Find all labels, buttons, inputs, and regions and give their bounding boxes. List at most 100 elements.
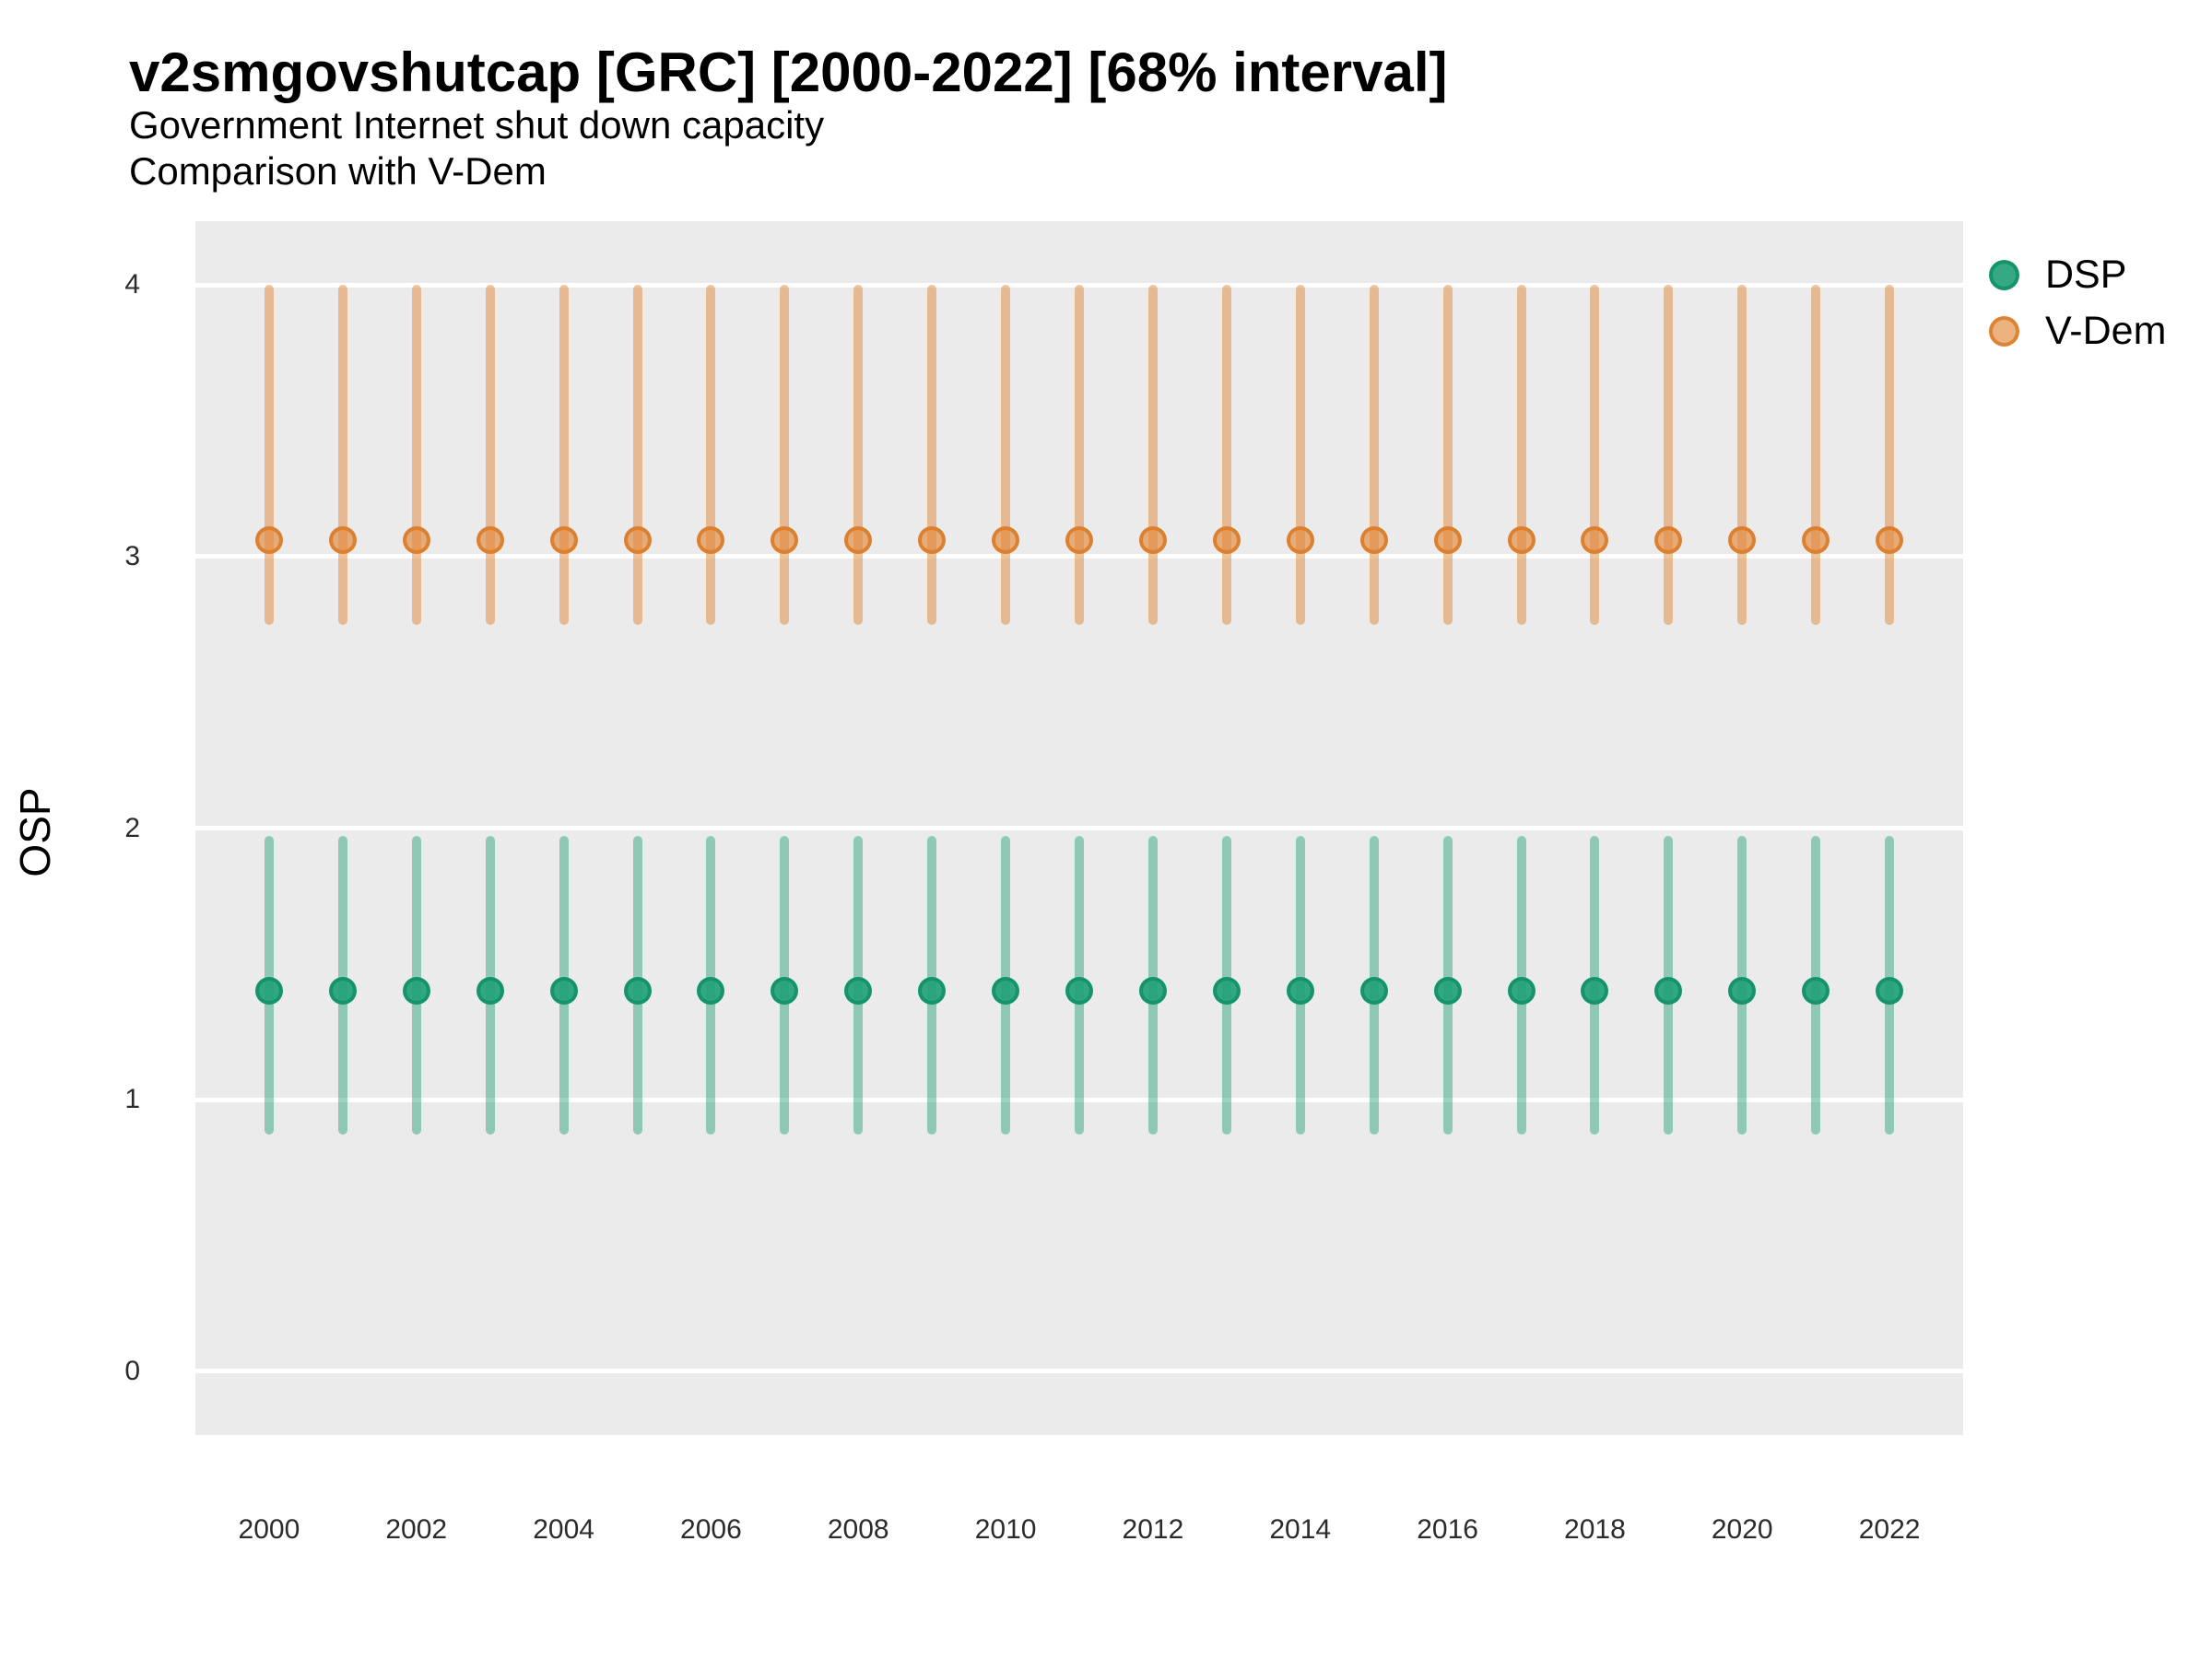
point-v-dem-2020: [1728, 526, 1757, 555]
interval-v-dem-2011: [1075, 285, 1084, 625]
point-dsp-2006: [697, 977, 725, 1006]
point-v-dem-2018: [1581, 526, 1609, 555]
legend-item-dsp: DSP: [1989, 251, 2166, 299]
point-v-dem-2004: [549, 526, 578, 555]
point-dsp-2000: [254, 977, 283, 1006]
point-v-dem-2015: [1359, 526, 1388, 555]
point-dsp-2012: [1138, 977, 1167, 1006]
x-tick-label-2012: 2012: [1122, 1514, 1184, 1545]
x-tick-label-2000: 2000: [238, 1514, 300, 1545]
point-v-dem-2014: [1286, 526, 1314, 555]
point-v-dem-2008: [844, 526, 873, 555]
point-dsp-2022: [1876, 977, 1904, 1006]
point-dsp-2007: [771, 977, 799, 1006]
interval-v-dem-2018: [1590, 285, 1600, 625]
legend-dot-dsp: [1989, 259, 2019, 290]
point-v-dem-2016: [1433, 526, 1462, 555]
point-v-dem-2005: [623, 526, 652, 555]
x-tick-label-2004: 2004: [533, 1514, 594, 1545]
point-dsp-2013: [1212, 977, 1241, 1006]
point-v-dem-2013: [1212, 526, 1241, 555]
interval-v-dem-2009: [927, 285, 937, 625]
y-axis-title: OSP: [11, 787, 59, 877]
interval-v-dem-2005: [632, 285, 642, 625]
point-dsp-2015: [1359, 977, 1388, 1006]
point-dsp-2001: [328, 977, 357, 1006]
y-tick-label-3: 3: [124, 540, 140, 571]
y-tick-label-1: 1: [124, 1084, 140, 1115]
point-dsp-2014: [1286, 977, 1314, 1006]
interval-v-dem-2008: [853, 285, 864, 625]
point-dsp-2009: [918, 977, 947, 1006]
y-tick-label-4: 4: [124, 269, 140, 300]
x-tick-label-2006: 2006: [680, 1514, 742, 1545]
gridline-y-1: [195, 1097, 1963, 1102]
x-tick-label-2022: 2022: [1858, 1514, 1921, 1545]
point-v-dem-2003: [476, 526, 504, 555]
interval-v-dem-2019: [1664, 285, 1674, 625]
point-dsp-2010: [992, 977, 1020, 1006]
point-dsp-2021: [1802, 977, 1830, 1006]
interval-v-dem-2004: [559, 285, 569, 625]
legend-dot-v-dem: [1989, 315, 2019, 347]
point-v-dem-2002: [402, 526, 430, 555]
x-tick-label-2020: 2020: [1711, 1514, 1773, 1545]
x-tick-label-2016: 2016: [1417, 1514, 1478, 1545]
chart-title: v2smgovshutcap [GRC] [2000-2022] [68% in…: [129, 41, 1448, 103]
interval-v-dem-2012: [1147, 285, 1158, 625]
interval-v-dem-2016: [1442, 285, 1453, 625]
interval-v-dem-2015: [1369, 285, 1379, 625]
point-v-dem-2021: [1802, 526, 1830, 555]
interval-v-dem-2022: [1885, 285, 1895, 625]
point-v-dem-2019: [1654, 526, 1683, 555]
interval-v-dem-2001: [337, 285, 347, 625]
point-dsp-2008: [844, 977, 873, 1006]
point-v-dem-2000: [254, 526, 283, 555]
point-dsp-2020: [1728, 977, 1757, 1006]
legend-label: DSP: [2045, 252, 2127, 297]
point-v-dem-2011: [1065, 526, 1093, 555]
chart-subtitle-line1: Government Internet shut down capacity: [129, 103, 825, 147]
x-tick-label-2018: 2018: [1564, 1514, 1626, 1545]
point-dsp-2016: [1433, 977, 1462, 1006]
point-v-dem-2012: [1138, 526, 1167, 555]
y-tick-label-2: 2: [124, 812, 140, 843]
point-dsp-2019: [1654, 977, 1683, 1006]
chart-subtitle-line2: Comparison with V-Dem: [129, 149, 547, 193]
point-v-dem-2006: [697, 526, 725, 555]
point-dsp-2017: [1507, 977, 1535, 1006]
point-v-dem-2007: [771, 526, 799, 555]
interval-v-dem-2003: [485, 285, 495, 625]
interval-v-dem-2014: [1295, 285, 1305, 625]
point-dsp-2011: [1065, 977, 1093, 1006]
x-tick-label-2002: 2002: [385, 1514, 448, 1545]
legend: DSP V-Dem: [1989, 251, 2166, 363]
interval-v-dem-2021: [1811, 285, 1821, 625]
interval-v-dem-2000: [264, 285, 274, 625]
gridline-y-0: [195, 1369, 1963, 1374]
interval-v-dem-2006: [706, 285, 716, 625]
interval-v-dem-2002: [411, 285, 421, 625]
point-dsp-2002: [402, 977, 430, 1006]
interval-v-dem-2013: [1221, 285, 1231, 625]
x-tick-label-2010: 2010: [974, 1514, 1037, 1545]
point-dsp-2003: [476, 977, 504, 1006]
legend-label: V-Dem: [2045, 308, 2167, 353]
x-tick-label-2014: 2014: [1269, 1514, 1332, 1545]
point-dsp-2005: [623, 977, 652, 1006]
gridline-y-2: [195, 826, 1963, 830]
y-tick-label-0: 0: [124, 1355, 140, 1386]
interval-v-dem-2020: [1737, 285, 1747, 625]
interval-v-dem-2017: [1516, 285, 1526, 625]
point-v-dem-2001: [328, 526, 357, 555]
x-tick-label-2008: 2008: [827, 1514, 889, 1545]
point-v-dem-2009: [918, 526, 947, 555]
point-v-dem-2022: [1876, 526, 1904, 555]
point-v-dem-2017: [1507, 526, 1535, 555]
legend-item-v-dem: V-Dem: [1989, 307, 2166, 355]
point-dsp-2018: [1581, 977, 1609, 1006]
interval-v-dem-2007: [780, 285, 790, 625]
point-v-dem-2010: [992, 526, 1020, 555]
interval-v-dem-2010: [1001, 285, 1011, 625]
